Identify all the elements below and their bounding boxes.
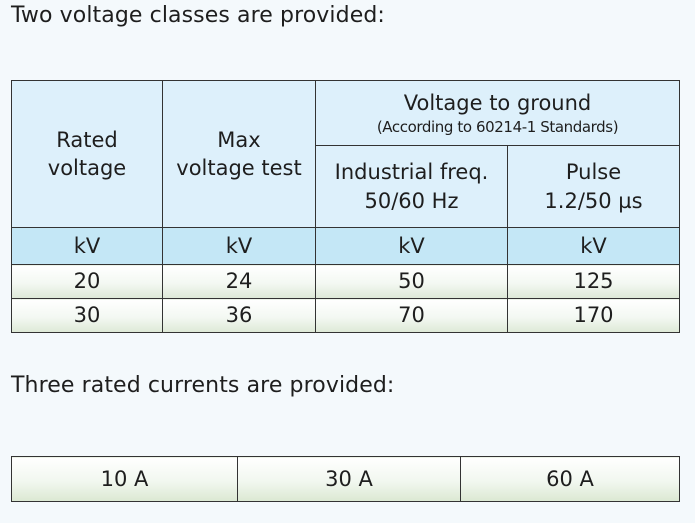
industrial-freq-header: Industrial freq. 50/60 Hz bbox=[315, 145, 508, 228]
header-row-bottom: Industrial freq. 50/60 Hz Pulse 1.2/50 µ… bbox=[11, 145, 681, 228]
rated-voltage-header: Rated voltage bbox=[11, 80, 163, 228]
pulse-line2: 1.2/50 µs bbox=[544, 188, 643, 213]
currents-row: 10 A 30 A 60 A bbox=[11, 456, 680, 502]
industrial-freq-line2: 50/60 Hz bbox=[364, 188, 459, 213]
unit-cell: kV bbox=[506, 227, 681, 265]
current-cell: 30 A bbox=[237, 456, 461, 502]
standards-note: (According to 60214-1 Standards) bbox=[376, 118, 619, 137]
max-voltage-test-header: Max voltage test bbox=[162, 80, 316, 228]
industrial-freq-cell: 50 bbox=[315, 264, 508, 299]
voltage-to-ground-header: Voltage to ground (According to 60214-1 … bbox=[314, 79, 681, 147]
unit-cell: kV bbox=[162, 227, 316, 265]
pulse-line1: Pulse bbox=[565, 160, 622, 185]
unit-cell: kV bbox=[315, 227, 508, 265]
current-cell: 10 A bbox=[11, 456, 238, 502]
table-row: 30 36 70 170 bbox=[11, 298, 681, 333]
max-voltage-header-line1: Max bbox=[217, 127, 261, 152]
header-row-top: Rated voltage Max voltage test Voltage t… bbox=[11, 79, 681, 228]
max-voltage-test-cell: 24 bbox=[162, 264, 316, 299]
rated-voltage-header-line1: Rated bbox=[56, 127, 118, 152]
voltage-table: Rated voltage Max voltage test Voltage t… bbox=[11, 79, 681, 333]
rated-voltage-cell: 30 bbox=[11, 298, 163, 333]
current-cell: 60 A bbox=[460, 456, 680, 502]
industrial-freq-cell: 70 bbox=[315, 298, 508, 333]
pulse-cell: 170 bbox=[506, 298, 681, 333]
voltage-to-ground-title: Voltage to ground bbox=[403, 90, 592, 115]
industrial-freq-line1: Industrial freq. bbox=[334, 160, 489, 185]
units-row: kV kV kV kV bbox=[11, 227, 681, 265]
pulse-cell: 125 bbox=[506, 264, 681, 299]
max-voltage-test-cell: 36 bbox=[162, 298, 316, 333]
voltage-classes-heading: Two voltage classes are provided: bbox=[11, 3, 385, 28]
unit-cell: kV bbox=[11, 227, 163, 265]
rated-currents-heading: Three rated currents are provided: bbox=[11, 373, 395, 398]
rated-voltage-cell: 20 bbox=[11, 264, 163, 299]
table-row: 20 24 50 125 bbox=[11, 264, 681, 299]
rated-voltage-header-line2: voltage bbox=[47, 156, 127, 180]
max-voltage-header-line2: voltage test bbox=[176, 156, 302, 180]
currents-table: 10 A 30 A 60 A bbox=[11, 456, 680, 502]
pulse-header: Pulse 1.2/50 µs bbox=[506, 145, 681, 228]
